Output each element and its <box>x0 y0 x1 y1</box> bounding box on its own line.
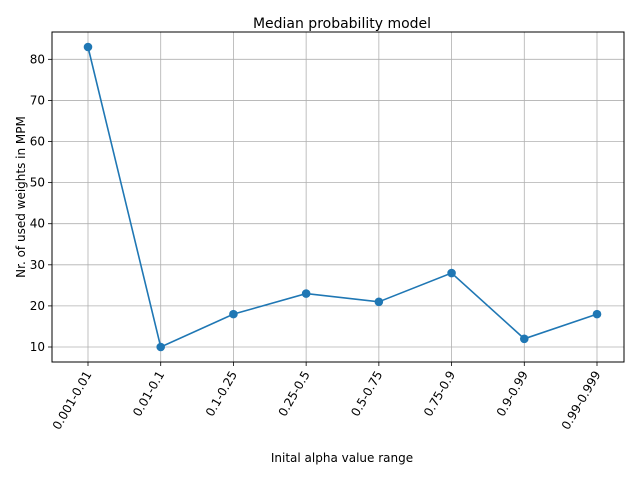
data-point <box>83 42 93 52</box>
y-tick-label: 20 <box>30 299 45 313</box>
y-tick-label: 10 <box>30 340 45 354</box>
data-point <box>592 309 602 319</box>
grid-lines <box>52 32 624 362</box>
y-tick-label: 50 <box>30 176 45 190</box>
y-tick-label: 80 <box>30 52 45 66</box>
y-tick-label: 70 <box>30 93 45 107</box>
y-tick-label: 30 <box>30 258 45 272</box>
data-point <box>519 334 529 344</box>
data-point <box>301 289 311 298</box>
y-axis-ticks: 10 20 30 40 50 60 70 80 <box>30 52 52 354</box>
data-series <box>83 42 602 352</box>
y-tick-label: 40 <box>30 217 45 231</box>
y-tick-label: 60 <box>30 135 45 149</box>
data-point <box>229 309 238 319</box>
chart-title: Median probability model <box>253 16 431 32</box>
data-point <box>374 297 384 307</box>
series-line <box>87 46 598 349</box>
y-axis-label: Nr. of used weights in MPM <box>14 116 28 278</box>
data-point <box>447 268 456 278</box>
x-axis-label: Inital alpha value range <box>271 451 413 465</box>
data-point <box>156 342 166 352</box>
plot-frame <box>51 31 625 363</box>
